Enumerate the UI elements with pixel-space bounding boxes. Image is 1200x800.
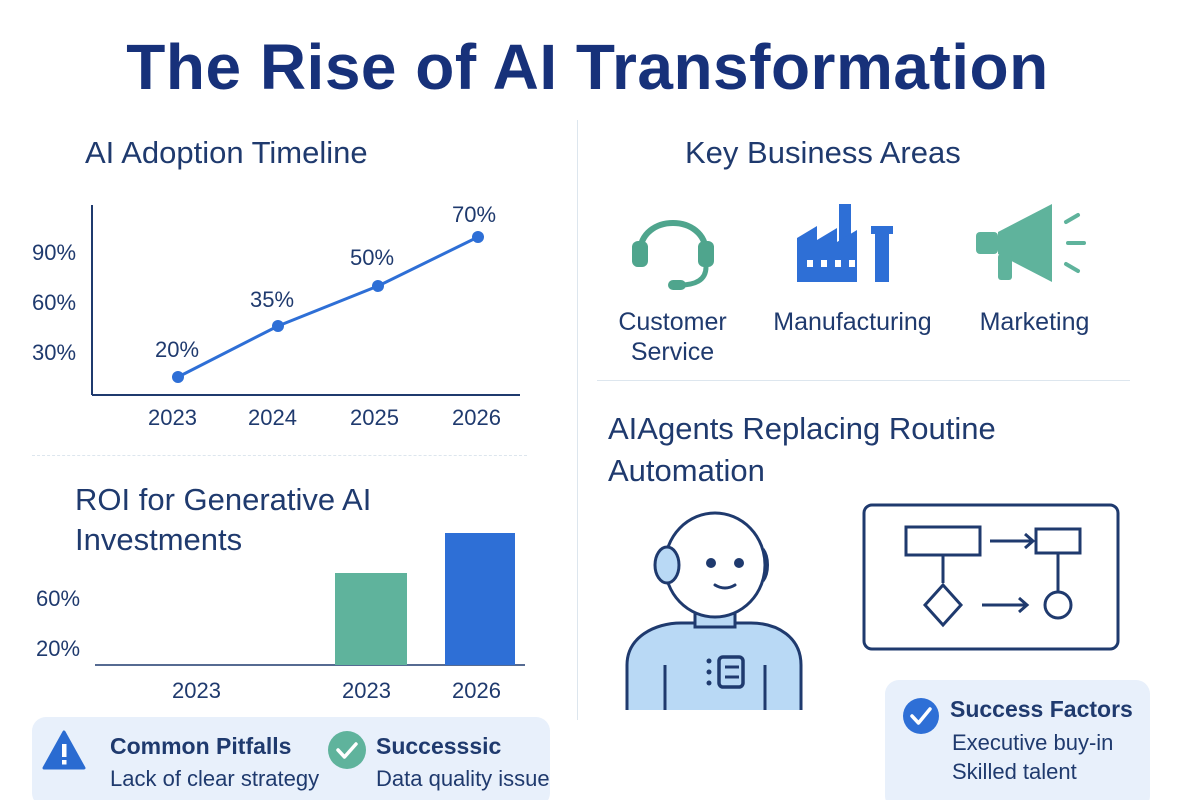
left-divider (32, 455, 527, 456)
page-title: The Rise of AI Transformation (126, 31, 1049, 103)
adoption-point (372, 280, 384, 292)
adoption-data-label: 20% (155, 337, 200, 362)
roi-y-tick: 60% (36, 586, 81, 611)
check-circle-icon (903, 698, 939, 734)
adoption-chart (91, 205, 520, 396)
agents-heading-line1: AIAgents Replacing Routine (608, 411, 996, 446)
adoption-data-label: 70% (452, 202, 497, 227)
roi-bar (335, 573, 407, 665)
success-mini-title: Successsic (376, 733, 502, 759)
factory-icon (797, 204, 893, 282)
adoption-data-label: 35% (250, 287, 295, 312)
pitfalls-text: Lack of clear strategy (110, 766, 320, 791)
roi-bar (445, 533, 515, 665)
business-area-label: Customer Service (618, 308, 727, 366)
roi-heading: ROI for Generative AI Investments (75, 480, 371, 560)
agents-heading: AIAgents Replacing Routine Automation (608, 408, 996, 492)
pitfalls-title: Common Pitfalls (110, 733, 292, 759)
adoption-x-tick: 2024 (248, 405, 297, 430)
adoption-y-tick: 60% (32, 290, 77, 315)
roi-x-tick: 2023 (342, 678, 391, 703)
success-factor-item: Skilled talent (952, 759, 1077, 784)
workflow-diagram-icon (862, 503, 1120, 651)
business-area-label: Marketing (979, 308, 1090, 336)
adoption-y-tick: 30% (32, 340, 77, 365)
megaphone-icon (976, 204, 1086, 282)
roi-x-tick: 2026 (452, 678, 501, 703)
roi-heading-line1: ROI for Generative AI (75, 482, 372, 517)
adoption-y-tick: 90% (32, 240, 77, 265)
right-divider (597, 380, 1130, 381)
adoption-point (272, 320, 284, 332)
pitfalls-card (32, 717, 550, 800)
success-factors-title: Success Factors (950, 696, 1133, 722)
adoption-point (472, 231, 484, 243)
warning-icon (42, 730, 86, 770)
robot-icon (625, 511, 803, 710)
roi-chart (95, 533, 525, 666)
adoption-x-tick: 2025 (350, 405, 399, 430)
agents-heading-line2: Automation (608, 453, 765, 488)
adoption-data-label: 50% (350, 245, 395, 270)
adoption-line (177, 235, 479, 379)
business-areas-heading: Key Business Areas (685, 135, 961, 170)
adoption-point (172, 371, 184, 383)
roi-y-tick: 20% (36, 636, 81, 661)
adoption-x-tick: 2026 (452, 405, 501, 430)
adoption-x-tick: 2023 (148, 405, 197, 430)
business-area-label: Manufacturing (773, 308, 932, 336)
success-factor-item: Executive buy-in (952, 730, 1114, 755)
vertical-divider (577, 120, 578, 720)
headset-icon (632, 220, 714, 290)
roi-x-tick: 2023 (172, 678, 221, 703)
success-mini-text: Data quality issue (376, 766, 550, 791)
adoption-heading: AI Adoption Timeline (85, 135, 368, 170)
check-circle-icon (328, 731, 366, 769)
roi-heading-line2: Investments (75, 522, 243, 557)
